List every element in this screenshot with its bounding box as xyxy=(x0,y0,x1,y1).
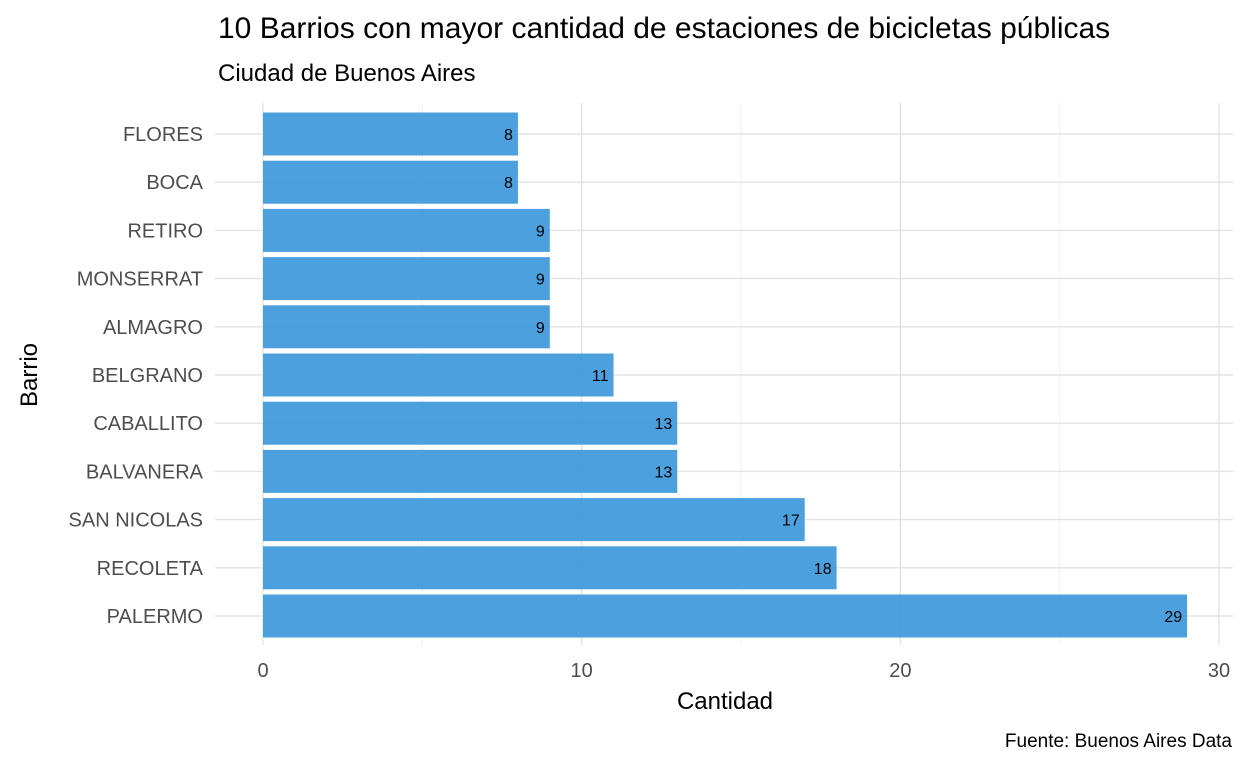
bar-value-label: 13 xyxy=(654,464,672,481)
x-axis-title: Cantidad xyxy=(677,688,773,715)
category-label: SAN NICOLAS xyxy=(69,510,203,532)
bar xyxy=(263,257,550,301)
bar-value-label: 9 xyxy=(536,272,545,289)
bar-value-label: 9 xyxy=(536,223,545,240)
x-tick-label: 20 xyxy=(889,660,911,682)
grid-lines xyxy=(215,103,1233,645)
bar xyxy=(263,449,678,493)
bar xyxy=(263,353,614,397)
x-tick-label: 0 xyxy=(257,660,268,682)
bar-labels-group: 8 8 9 9 9 11 13 13 17 18 29 xyxy=(504,127,1182,626)
bar xyxy=(263,594,1188,638)
category-labels-group: FLORES BOCA RETIRO MONSERRAT ALMAGRO BELGRANO… xyxy=(69,124,204,628)
category-label: RECOLETA xyxy=(97,558,204,580)
category-label: RETIRO xyxy=(127,220,203,242)
y-axis-title: Barrio xyxy=(16,343,43,407)
bar xyxy=(263,305,550,349)
category-label: ALMAGRO xyxy=(103,317,203,339)
bar-value-label: 29 xyxy=(1164,609,1182,626)
bar xyxy=(263,401,678,445)
x-tick-label: 30 xyxy=(1208,660,1230,682)
chart-subtitle: Ciudad de Buenos Aires xyxy=(218,60,476,87)
category-label: FLORES xyxy=(123,124,203,146)
x-tick-label: 10 xyxy=(571,660,593,682)
category-label: BALVANERA xyxy=(86,461,204,483)
bar-value-label: 17 xyxy=(782,513,800,530)
bar xyxy=(263,160,518,204)
bars-group xyxy=(263,112,1188,638)
bar xyxy=(263,546,837,590)
category-label: PALERMO xyxy=(107,606,203,628)
x-tick-labels-group: 0 10 20 30 xyxy=(257,660,1230,682)
category-label: BELGRANO xyxy=(92,365,203,387)
bar xyxy=(263,498,805,542)
bar-value-label: 8 xyxy=(504,127,513,144)
chart-title: 10 Barrios con mayor cantidad de estacio… xyxy=(218,12,1111,45)
category-label: MONSERRAT xyxy=(77,269,203,291)
category-label: CABALLITO xyxy=(93,413,203,435)
bar-value-label: 13 xyxy=(654,416,672,433)
category-label: BOCA xyxy=(146,172,203,194)
bar-value-label: 9 xyxy=(536,320,545,337)
bar-value-label: 8 xyxy=(504,175,513,192)
chart-caption: Fuente: Buenos Aires Data xyxy=(1004,731,1232,752)
bar-value-label: 18 xyxy=(814,561,832,578)
bar xyxy=(263,112,518,156)
bar xyxy=(263,208,550,252)
bar-value-label: 11 xyxy=(592,368,609,385)
